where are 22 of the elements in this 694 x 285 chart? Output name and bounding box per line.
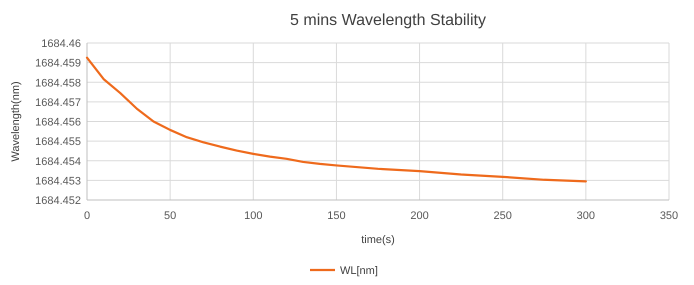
chart-title: 5 mins Wavelength Stability xyxy=(290,12,486,29)
y-tick-label: 1684.452 xyxy=(35,195,81,207)
y-tick-label: 1684.459 xyxy=(35,58,81,70)
x-tick-label: 300 xyxy=(576,210,596,222)
legend-label: WL[nm] xyxy=(340,265,378,277)
y-tick-label: 1684.458 xyxy=(35,77,81,90)
y-tick-label: 1684.456 xyxy=(35,116,81,128)
y-axis-title: Wavelength(nm) xyxy=(10,81,22,162)
x-tick-label: 150 xyxy=(327,210,346,222)
x-tick-label: 100 xyxy=(244,210,262,222)
x-tick-label: 0 xyxy=(84,210,90,222)
y-tick-label: 1684.453 xyxy=(35,175,81,188)
y-tick-label: 1684.454 xyxy=(35,156,81,168)
x-tick-label: 200 xyxy=(410,210,429,222)
y-tick-label: 1684.457 xyxy=(35,96,81,109)
y-tick-label: 1684.46 xyxy=(41,38,81,50)
line-series xyxy=(86,56,587,182)
x-tick-label: 250 xyxy=(494,210,512,222)
x-tick-label: 50 xyxy=(164,210,176,222)
x-tick-label: 350 xyxy=(660,210,678,222)
y-tick-label: 1684.455 xyxy=(35,136,81,148)
x-axis-title: time(s) xyxy=(361,234,395,246)
